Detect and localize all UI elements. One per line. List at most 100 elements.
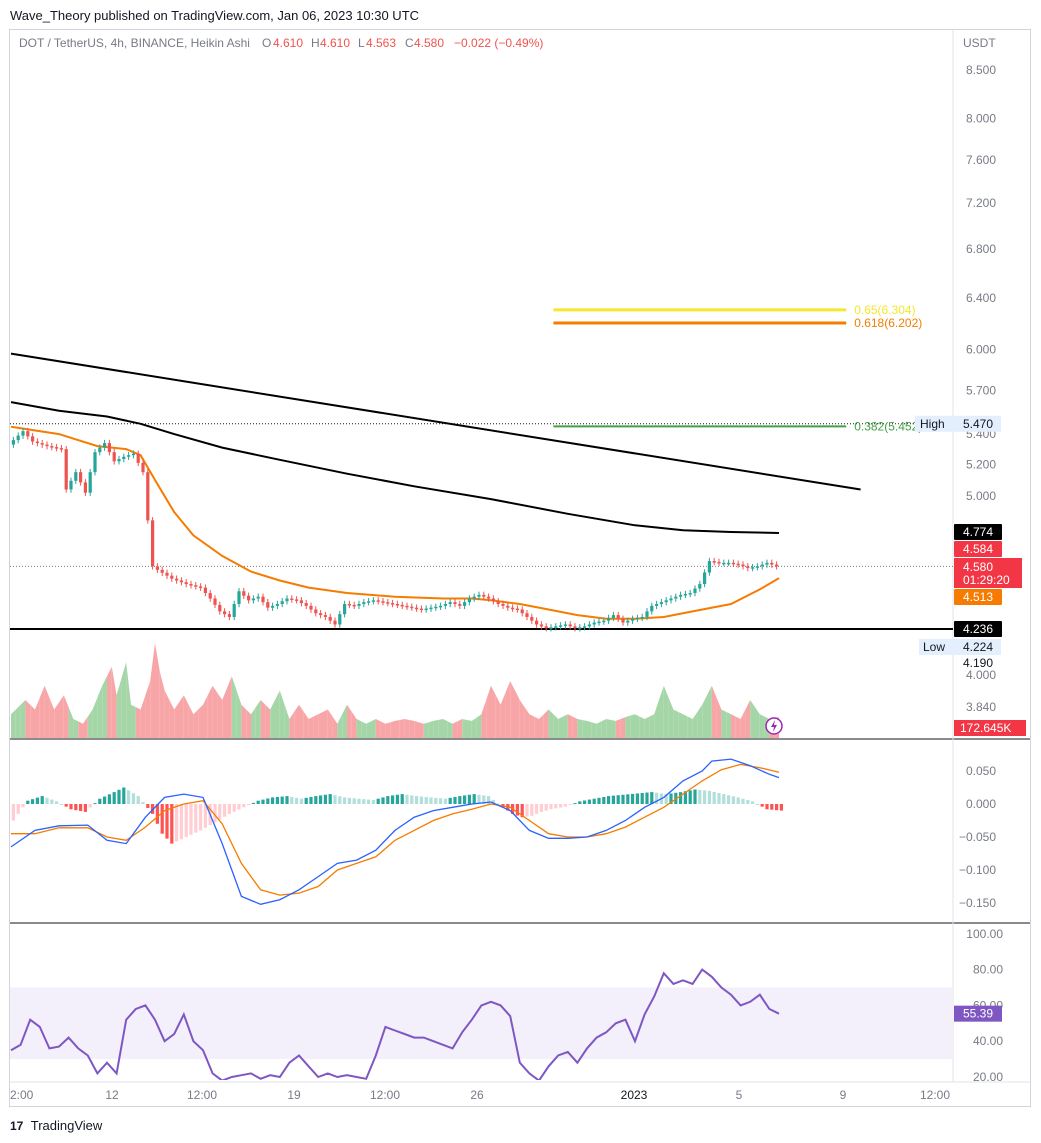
legend-low: 4.563 xyxy=(366,36,396,50)
candle-body xyxy=(203,587,207,594)
volume-area xyxy=(659,685,664,738)
candle-body xyxy=(165,572,169,576)
volume-area xyxy=(385,722,391,738)
volume-area xyxy=(260,700,266,738)
volume-area xyxy=(212,685,218,738)
candle-body xyxy=(367,601,371,603)
candle-body xyxy=(280,601,284,604)
price-axis-tick: 7.600 xyxy=(966,153,996,167)
axes: 8.500 8.000 7.600 7.200 6.800 6.400 6.000 5.700… xyxy=(10,63,1003,1102)
candle-body xyxy=(55,447,59,449)
candle-body xyxy=(707,561,711,573)
macd-histogram-bar xyxy=(573,803,577,805)
volume-area xyxy=(390,720,395,738)
candle-body xyxy=(11,440,15,445)
volume-area xyxy=(83,716,88,738)
macd-histogram-bar xyxy=(429,797,433,804)
candle-body xyxy=(93,452,97,473)
volume-area xyxy=(241,704,247,738)
macd-histogram-bar xyxy=(50,799,54,804)
macd-histogram-bar xyxy=(256,800,260,804)
macd-histogram-bar xyxy=(261,799,265,804)
high-tag-label: High xyxy=(920,417,945,431)
candle-body xyxy=(424,608,428,611)
candle-body xyxy=(275,603,279,606)
candle-body xyxy=(487,596,491,599)
publisher-line: Wave_Theory published on TradingView.com… xyxy=(10,8,420,23)
chart-frame xyxy=(9,29,1031,1107)
candle-body xyxy=(736,563,740,566)
candle-body xyxy=(160,569,164,573)
rsi-line xyxy=(10,968,780,1080)
macd-histogram-bar xyxy=(247,804,251,806)
volume-area xyxy=(438,719,443,738)
candle-body xyxy=(453,602,457,604)
volume-area xyxy=(697,704,703,738)
label-ema: 4.513 xyxy=(963,590,993,604)
candle-body xyxy=(304,603,308,606)
candle-body xyxy=(88,472,92,493)
candle-body xyxy=(136,453,140,463)
time-axis-tick: 26 xyxy=(470,1088,484,1102)
candle-body xyxy=(328,616,332,621)
volume-area xyxy=(486,685,491,738)
macd-histogram-bar xyxy=(559,804,563,808)
volume-area xyxy=(495,695,501,738)
macd-histogram-bar xyxy=(11,804,15,821)
macd-histogram-bar xyxy=(127,790,131,804)
macd-histogram-bar xyxy=(362,799,366,804)
rsi-label-bg xyxy=(954,1005,1002,1022)
candle-body xyxy=(583,626,587,628)
volume-area xyxy=(726,711,731,738)
candle-body xyxy=(247,595,251,601)
candle-body xyxy=(319,613,323,616)
candle-body xyxy=(439,605,443,608)
macd-histogram-bar xyxy=(290,796,294,804)
volume-area xyxy=(111,666,117,738)
trendline xyxy=(10,352,861,491)
candle-body xyxy=(559,625,563,627)
legend-l-label: L xyxy=(358,36,365,50)
volume-area xyxy=(457,719,463,738)
volume-area xyxy=(596,721,602,738)
candle-body xyxy=(477,594,481,597)
candle-body xyxy=(640,616,644,619)
price-axis-tick: 8.000 xyxy=(966,112,996,126)
candle-body xyxy=(295,599,299,601)
macd-histogram-bar xyxy=(35,797,39,804)
macd-histogram-bar xyxy=(83,804,87,812)
volume-area xyxy=(740,709,746,738)
time-axis-tick: 12:00 xyxy=(920,1088,950,1102)
volume-area xyxy=(255,700,261,738)
volume-area xyxy=(462,719,467,738)
volume-area xyxy=(87,709,93,738)
candle-body xyxy=(194,585,198,587)
volume-area xyxy=(380,721,386,738)
macd-pane[interactable] xyxy=(10,758,783,905)
volume-area xyxy=(35,697,40,738)
rsi-pane[interactable] xyxy=(10,968,953,1081)
volume-area xyxy=(313,714,319,738)
candle-body xyxy=(21,431,25,436)
candle-body xyxy=(242,591,246,596)
price-pane[interactable]: 0.65(6.304)0.618(6.202) 0.382(5.452) xyxy=(10,303,953,738)
volume-area xyxy=(750,700,755,738)
candle-body xyxy=(352,604,356,607)
candle-body xyxy=(448,602,452,604)
macd-histogram-bar xyxy=(376,798,380,804)
candle-body xyxy=(357,603,361,606)
time-axis-tick: 12 xyxy=(105,1088,119,1102)
macd-histogram-bar xyxy=(448,797,452,804)
volume-area xyxy=(606,719,611,738)
label-current-bg xyxy=(954,558,1022,588)
legend-open: 4.610 xyxy=(273,36,303,50)
volume-area xyxy=(529,714,535,738)
candle-body xyxy=(587,624,591,627)
macd-histogram-bar xyxy=(218,804,222,820)
macd-histogram-bar xyxy=(746,800,750,804)
candle-body xyxy=(83,482,87,493)
macd-histogram-bar xyxy=(295,797,299,804)
lightning-icon[interactable] xyxy=(765,717,783,735)
macd-histogram-bar xyxy=(227,804,231,814)
